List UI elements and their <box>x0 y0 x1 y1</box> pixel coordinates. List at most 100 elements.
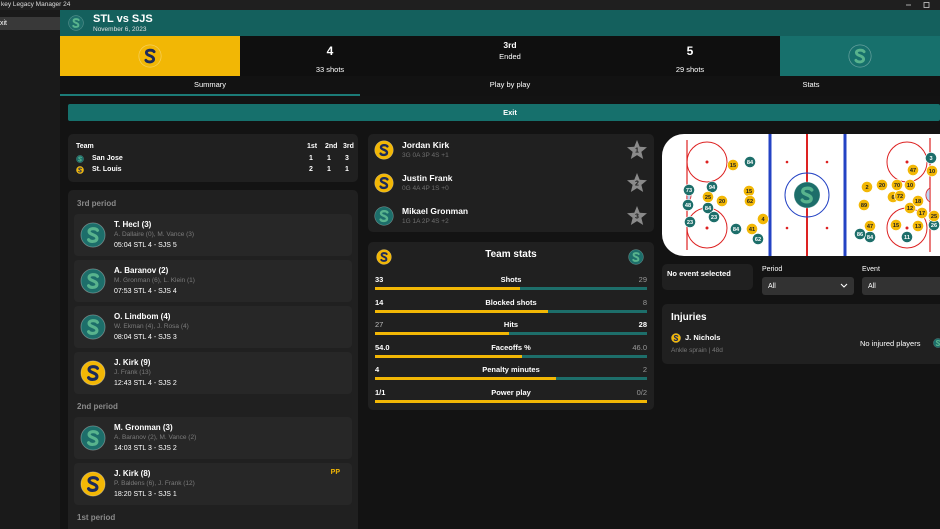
shot-marker[interactable] <box>682 199 694 211</box>
table-header: Team <box>76 143 94 150</box>
period-select[interactable]: All <box>762 277 854 295</box>
goal-card[interactable]: T. Hecl (3) A. Dallaire (0), M. Vance (3)… <box>74 214 352 256</box>
sidebar-item-label[interactable]: xit <box>0 20 7 27</box>
stat-home: 14 <box>375 297 384 307</box>
shot-marker[interactable] <box>702 191 714 203</box>
shot-marker[interactable] <box>683 184 695 196</box>
three-stars: Jordan Kirk 3G 0A 3P 4S +1 1 Justin Frank 0G… <box>368 134 654 232</box>
sidebar: xit <box>0 10 60 529</box>
shot-marker[interactable] <box>861 181 873 193</box>
period-table: Team 1st 2nd 3rd San Jose 1 1 3 St. Louis 2 1 1 <box>68 134 358 182</box>
shot-marker[interactable] <box>757 213 769 225</box>
scoreboard: 4 33 shots 3rd Ended 5 29 shots <box>60 36 940 76</box>
shot-marker[interactable] <box>904 179 916 191</box>
team-logo <box>76 165 84 174</box>
tab[interactable]: Summary <box>193 80 227 89</box>
shot-label: 23 <box>687 220 693 226</box>
shot-marker[interactable] <box>744 195 756 207</box>
event-select[interactable]: All <box>862 277 940 295</box>
window-controls[interactable] <box>900 0 940 10</box>
shot-marker[interactable] <box>925 152 937 164</box>
status: Ended <box>499 52 521 61</box>
shot-marker[interactable] <box>858 199 870 211</box>
exit-button[interactable]: Exit <box>68 104 940 121</box>
selection-text: No event selected <box>667 269 731 278</box>
period-label: 2nd period <box>77 402 118 411</box>
shot-marker[interactable] <box>894 190 906 202</box>
shot-label: 23 <box>711 215 717 221</box>
filter-label: Event <box>862 266 880 273</box>
shot-label: 86 <box>857 232 863 238</box>
shot-marker[interactable] <box>890 219 902 231</box>
shot-label: 25 <box>931 214 937 220</box>
exit-label[interactable]: Exit <box>503 108 517 117</box>
tab[interactable]: Play by play <box>489 80 531 89</box>
selection-box: No event selected <box>662 264 753 290</box>
maximize[interactable] <box>923 2 930 8</box>
goal-card[interactable]: J. Kirk (9) J. Frank (13) 12:43 STL 4 - SJ… <box>74 352 352 394</box>
shot-marker[interactable] <box>684 216 696 228</box>
scorer: A. Baranov (2) <box>114 266 169 275</box>
goal-time: 12:43 STL 4 - SJS 2 <box>114 380 177 387</box>
select-value[interactable]: All <box>868 283 876 290</box>
star-icon: 3 <box>627 206 647 225</box>
no-injuries: No injured players <box>860 339 921 348</box>
shot-label: 2 <box>865 185 868 191</box>
stat-bar-away <box>519 287 647 290</box>
shot-marker[interactable] <box>706 181 718 193</box>
shot-marker[interactable] <box>727 159 739 171</box>
goal-card[interactable]: J. Kirk (8) P. Baldens (6), J. Frank (12)… <box>74 463 352 505</box>
table-cell: 1 <box>327 166 331 173</box>
shot-label: 15 <box>893 223 899 229</box>
shot-label: 84 <box>705 206 712 212</box>
shot-marker[interactable] <box>876 179 888 191</box>
tab[interactable]: Stats <box>802 80 820 89</box>
select-value[interactable]: All <box>768 283 776 290</box>
shot-marker[interactable] <box>730 223 742 235</box>
shot-marker[interactable] <box>916 207 928 219</box>
scorer: J. Kirk (8) <box>114 469 151 478</box>
scorer: T. Hecl (3) <box>114 220 152 229</box>
stat-away: 46.0 <box>632 342 647 352</box>
crease <box>925 187 931 203</box>
shot-marker[interactable] <box>926 165 938 177</box>
stat-bar-away <box>548 309 647 313</box>
chevron[interactable] <box>840 283 848 289</box>
team-logo <box>76 154 84 163</box>
faceoff-dots <box>705 160 909 230</box>
logo-graphic <box>80 471 106 497</box>
team-logo <box>80 360 106 386</box>
shot-marker[interactable] <box>708 211 720 223</box>
stat-label: Penalty minutes <box>482 365 540 374</box>
shot-marker[interactable] <box>746 223 758 235</box>
shot-label: 73 <box>686 188 692 194</box>
shot-marker[interactable] <box>907 164 919 176</box>
goal-card[interactable]: M. Gronman (3) A. Baranov (2), M. Vance (… <box>74 417 352 459</box>
goal-card[interactable]: O. Lindbom (4) W. Ekman (4), J. Rosa (4) 0… <box>74 306 352 348</box>
shot-marker[interactable] <box>864 220 876 232</box>
shot-marker[interactable] <box>901 231 913 243</box>
window-bar: key Legacy Manager 24 <box>0 0 940 10</box>
shot-marker[interactable] <box>912 220 924 232</box>
shot-marker[interactable] <box>716 195 728 207</box>
sidebar-item[interactable]: xit <box>0 17 60 30</box>
logo-graphic <box>80 360 106 386</box>
shot-marker[interactable] <box>744 156 756 168</box>
shot-marker[interactable] <box>752 233 764 245</box>
stat-away: 8 <box>642 297 647 307</box>
stat-label: Blocked shots <box>485 297 537 307</box>
team-logo <box>80 268 106 294</box>
stat-bar-home <box>375 309 549 313</box>
table-header: 2nd <box>325 143 338 150</box>
shot-marker[interactable] <box>904 202 916 214</box>
goal-card[interactable]: A. Baranov (2) M. Gronman (6), L. Klein (… <box>74 260 352 302</box>
period-label: 1st period <box>77 513 116 522</box>
table-cell: 1 <box>327 155 331 162</box>
shot-marker[interactable] <box>912 195 924 207</box>
assists: A. Dallaire (0), M. Vance (3) <box>114 231 195 238</box>
logo-mark <box>673 334 679 342</box>
shot-marker[interactable] <box>854 228 866 240</box>
assists: A. Baranov (2), M. Vance (2) <box>114 434 197 441</box>
shot-marker[interactable] <box>891 179 903 191</box>
